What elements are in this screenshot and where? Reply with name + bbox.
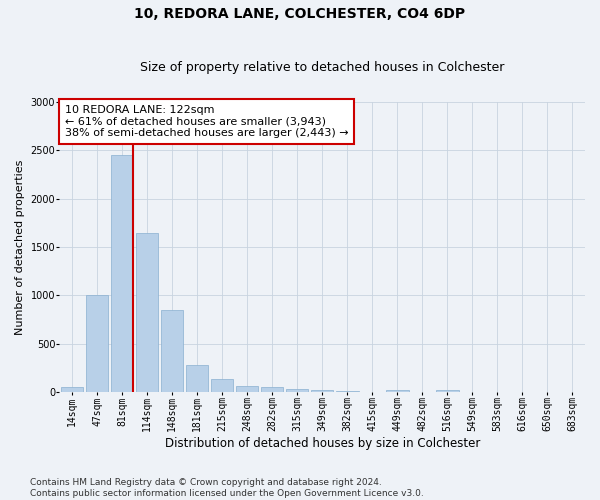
Title: Size of property relative to detached houses in Colchester: Size of property relative to detached ho… [140,62,505,74]
Bar [236,386,259,392]
Bar [311,390,334,392]
Text: 10, REDORA LANE, COLCHESTER, CO4 6DP: 10, REDORA LANE, COLCHESTER, CO4 6DP [134,8,466,22]
Bar [261,387,283,392]
Bar [136,232,158,392]
Bar [61,387,83,392]
Bar [211,380,233,392]
Bar [86,296,108,392]
Bar [386,390,409,392]
Text: Contains HM Land Registry data © Crown copyright and database right 2024.
Contai: Contains HM Land Registry data © Crown c… [30,478,424,498]
Bar [186,365,208,392]
Bar [111,155,133,392]
X-axis label: Distribution of detached houses by size in Colchester: Distribution of detached houses by size … [164,437,480,450]
Bar [161,310,184,392]
Bar [286,388,308,392]
Bar [336,391,359,392]
Y-axis label: Number of detached properties: Number of detached properties [15,160,25,334]
Bar [436,390,458,392]
Text: 10 REDORA LANE: 122sqm
← 61% of detached houses are smaller (3,943)
38% of semi-: 10 REDORA LANE: 122sqm ← 61% of detached… [65,105,349,138]
